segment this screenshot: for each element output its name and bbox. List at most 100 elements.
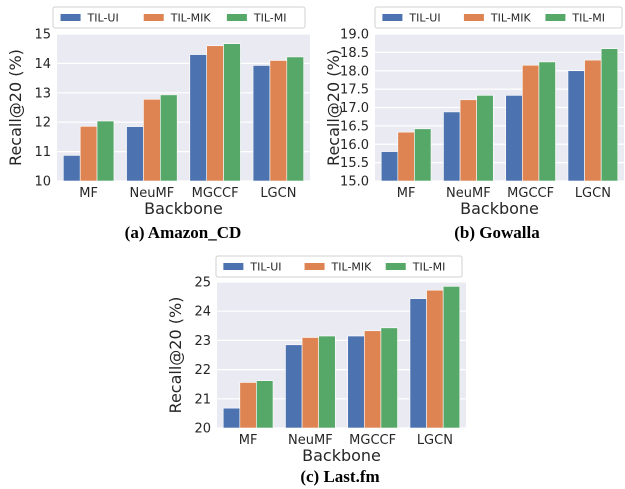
y-tick-label: 18.5 bbox=[340, 46, 369, 61]
bar-til-mi-mgccf bbox=[380, 327, 398, 429]
bar-til-mik-mf bbox=[79, 126, 98, 182]
legend-swatch-til-ui bbox=[223, 263, 244, 270]
bar-til-ui-mgccf bbox=[347, 335, 365, 429]
x-tick-label: MF bbox=[79, 186, 98, 201]
x-tick-label: LGCN bbox=[417, 433, 453, 448]
y-axis-label: Recall@20 (%) bbox=[6, 49, 25, 166]
bar-til-mik-lgcn bbox=[426, 289, 444, 429]
bar-til-ui-neumf bbox=[126, 126, 144, 182]
y-tick-label: 11 bbox=[34, 145, 51, 160]
bar-til-ui-mf bbox=[380, 151, 399, 182]
legend-swatch-til-mik bbox=[143, 14, 164, 21]
legend-label: TIL-MI bbox=[253, 12, 287, 25]
y-tick-label: 10 bbox=[34, 175, 51, 190]
y-tick-label: 15.0 bbox=[340, 175, 369, 190]
y-tick-label: 20 bbox=[194, 422, 211, 437]
bar-til-mik-lgcn bbox=[269, 60, 288, 182]
y-tick-label: 15.5 bbox=[340, 156, 369, 171]
y-tick-label: 23 bbox=[194, 334, 211, 349]
x-tick-label: NeuMF bbox=[130, 186, 175, 201]
bar-til-mik-mf bbox=[239, 382, 257, 429]
figure-caption: (c) Last.fm bbox=[300, 467, 379, 486]
y-tick-label: 16.0 bbox=[340, 138, 369, 153]
chart-panel-1: 10 11 12 13 14 15 MF NeuMF MGCCF LGCN Backbone Reca… bbox=[6, 6, 310, 242]
legend-label: TIL-UI bbox=[249, 261, 281, 274]
bar-til-ui-neumf bbox=[443, 111, 461, 182]
x-tick-label: MF bbox=[239, 433, 258, 448]
legend-label: TIL-MI bbox=[412, 261, 446, 274]
legend-swatch-til-mi bbox=[385, 263, 406, 270]
x-tick-label: NeuMF bbox=[288, 433, 333, 448]
bar-til-ui-mgccf bbox=[189, 54, 207, 182]
y-tick-label: 22 bbox=[194, 363, 211, 378]
bar-til-mi-lgcn bbox=[442, 286, 461, 429]
y-tick-label: 24 bbox=[194, 305, 211, 320]
bar-til-mi-lgcn bbox=[600, 48, 619, 182]
bar-til-ui-lgcn bbox=[567, 70, 585, 182]
chart-panel-3: 20 21 22 23 24 25 MF NeuMF MGCCF LGCN Backbone Reca… bbox=[166, 255, 466, 486]
legend-label: TIL-UI bbox=[408, 12, 440, 25]
bar-til-ui-mgccf bbox=[505, 95, 523, 182]
y-tick-label: 17.0 bbox=[340, 101, 369, 116]
y-tick-label: 19.0 bbox=[340, 28, 369, 43]
bar-til-mi-mf bbox=[96, 120, 115, 182]
legend: TIL-UI TIL-MIK TIL-MI bbox=[374, 6, 623, 29]
bar-til-mik-mf bbox=[397, 131, 415, 182]
bar-til-mik-mgccf bbox=[364, 330, 382, 429]
legend-label: TIL-MIK bbox=[490, 12, 532, 25]
y-tick-label: 18.0 bbox=[340, 64, 369, 79]
bar-til-ui-mf bbox=[63, 155, 81, 182]
x-tick-label: NeuMF bbox=[446, 186, 491, 201]
bar-til-mik-mgccf bbox=[522, 64, 540, 182]
bar-til-mi-neumf bbox=[318, 335, 336, 429]
bar-til-mi-mgccf bbox=[223, 43, 241, 182]
legend-label: TIL-MI bbox=[571, 12, 605, 25]
x-tick-label: LGCN bbox=[575, 186, 611, 201]
y-tick-label: 12 bbox=[34, 116, 51, 131]
figure-caption: (b) Gowalla bbox=[454, 223, 540, 242]
bar-til-mik-neumf bbox=[301, 337, 319, 429]
y-tick-label: 16.5 bbox=[340, 119, 369, 134]
legend-swatch-til-mi bbox=[226, 14, 247, 21]
legend-label: TIL-UI bbox=[87, 12, 119, 25]
chart-panel-2: 15.0 15.5 16.0 16.5 17.0 17.5 18.0 18.5 19.0 MF Ne… bbox=[324, 6, 624, 242]
bar-til-mi-neumf bbox=[476, 95, 494, 182]
bar-til-mik-mgccf bbox=[206, 45, 224, 182]
legend-swatch-til-mik bbox=[304, 263, 325, 270]
bar-til-mi-mf bbox=[256, 380, 274, 429]
legend-box bbox=[215, 255, 463, 278]
x-tick-label: LGCN bbox=[260, 186, 296, 201]
bar-til-mi-mf bbox=[414, 128, 432, 182]
bar-til-mi-lgcn bbox=[286, 56, 304, 182]
bar-til-ui-lgcn bbox=[409, 298, 427, 429]
y-tick-label: 21 bbox=[194, 392, 211, 407]
y-tick-label: 13 bbox=[34, 86, 51, 101]
x-tick-label: MGCCF bbox=[507, 186, 554, 201]
y-tick-label: 15 bbox=[34, 28, 51, 43]
legend-swatch-til-mi bbox=[545, 14, 566, 21]
x-tick-label: MF bbox=[397, 186, 416, 201]
x-tick-label: MGCCF bbox=[349, 433, 396, 448]
y-axis-label: Recall@20 (%) bbox=[166, 297, 185, 414]
y-axis-label: Recall@20 (%) bbox=[324, 49, 343, 166]
bar-til-ui-mf bbox=[222, 407, 241, 429]
legend-box bbox=[52, 6, 306, 29]
legend-swatch-til-ui bbox=[60, 14, 81, 21]
y-tick-label: 17.5 bbox=[340, 83, 369, 98]
x-tick-label: MGCCF bbox=[192, 186, 239, 201]
bar-til-ui-lgcn bbox=[252, 65, 271, 182]
legend: TIL-UI TIL-MIK TIL-MI bbox=[215, 255, 463, 278]
bar-til-mik-neumf bbox=[143, 98, 161, 182]
bar-til-ui-neumf bbox=[285, 344, 303, 429]
figure-caption: (a) Amazon_CD bbox=[125, 223, 242, 242]
legend-label: TIL-MIK bbox=[170, 12, 212, 25]
y-tick-label: 25 bbox=[194, 276, 211, 291]
legend-label: TIL-MIK bbox=[331, 261, 373, 274]
bar-til-mi-mgccf bbox=[538, 61, 556, 182]
legend-box bbox=[374, 6, 623, 29]
legend-swatch-til-ui bbox=[382, 14, 403, 21]
y-tick-label: 14 bbox=[34, 57, 51, 72]
legend: TIL-UI TIL-MIK TIL-MI bbox=[52, 6, 306, 29]
x-axis-label: Backbone bbox=[144, 199, 223, 218]
